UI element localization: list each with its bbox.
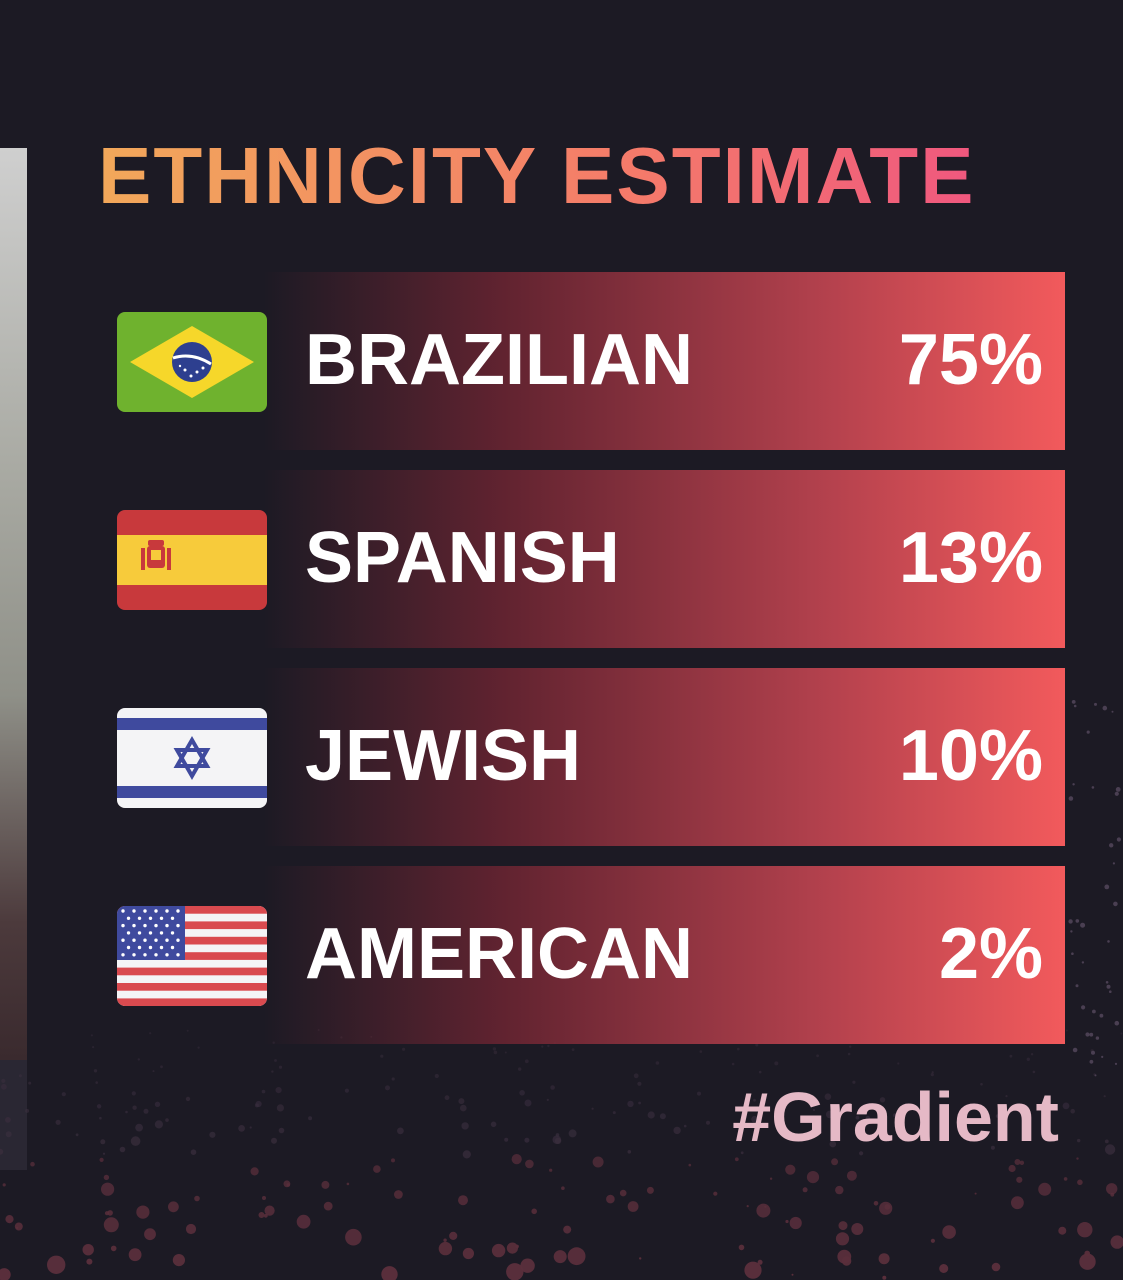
ethnicity-label: BRAZILIAN (305, 320, 693, 400)
israel-flag-icon (117, 708, 267, 808)
result-bar (263, 668, 1065, 846)
cropped-photo-shadow (0, 1060, 27, 1170)
ethnicity-row-spanish: SPANISH 13% (115, 470, 1065, 648)
result-bar (263, 866, 1065, 1044)
ethnicity-label: SPANISH (305, 518, 620, 598)
ethnicity-label: AMERICAN (305, 914, 693, 994)
cropped-photo (0, 148, 27, 1060)
brazil-flag-icon (117, 312, 267, 412)
ethnicity-label: JEWISH (305, 716, 582, 796)
ethnicity-percent: 75% (898, 320, 1043, 400)
brand-hashtag: #Gradient (732, 1078, 1059, 1156)
usa-flag-icon (117, 906, 267, 1006)
ethnicity-row-brazilian: BRAZILIAN 75% (115, 272, 1065, 450)
result-bar (263, 272, 1065, 450)
ethnicity-row-american: AMERICAN 2% (115, 866, 1065, 1044)
ethnicity-percent: 13% (898, 518, 1043, 598)
result-bar (263, 470, 1065, 648)
page-title: ETHNICITY ESTIMATE (98, 136, 1078, 216)
ethnicity-percent: 2% (938, 914, 1043, 994)
ethnicity-row-jewish: JEWISH 10% (115, 668, 1065, 846)
spain-flag-icon (117, 510, 267, 610)
ethnicity-percent: 10% (898, 716, 1043, 796)
